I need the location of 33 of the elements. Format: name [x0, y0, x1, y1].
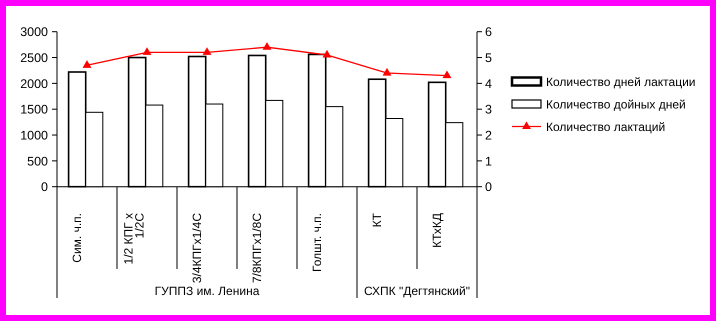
y-tick-label: 1000: [20, 128, 48, 143]
point: [442, 70, 452, 78]
y2-tick-label: 5: [485, 51, 492, 66]
y2-tick-label: 2: [485, 128, 492, 143]
legend-label: Количество дойных дней: [546, 98, 686, 112]
x-tick-label: Сим. ч.п.: [70, 213, 84, 263]
y-tick-label: 0: [41, 180, 48, 194]
y-tick-label: 2000: [20, 76, 48, 91]
text: СХПК "Дегтянский": [364, 284, 470, 298]
x-tick-label: Голшт. ч.п.: [310, 213, 324, 272]
point: [322, 50, 332, 58]
y2-tick-label: 1: [485, 154, 492, 168]
legend-label: Количество лактаций: [546, 120, 666, 134]
y2-tick-label: 6: [485, 25, 492, 40]
y2-tick-label: 0: [485, 180, 492, 194]
x-tick-label: КТ: [370, 212, 384, 228]
point: [262, 42, 272, 50]
point: [202, 47, 212, 55]
x-tick-label: 7/8КПГх1/8С: [250, 212, 264, 284]
point: [142, 47, 152, 55]
point: [82, 60, 92, 68]
point: [382, 68, 392, 76]
y2-tick-label: 3: [485, 102, 492, 117]
x-tick-label: КТхКД: [430, 213, 444, 248]
x-tick-label: 3/4КПГх1/4С: [190, 212, 204, 284]
y-tick-label: 3000: [20, 25, 48, 40]
x-tick-label: 1/2 КПГ х 1/2С: [122, 212, 146, 264]
y2-tick-label: 4: [485, 76, 492, 91]
legend-label: Количество дней лактации: [546, 75, 696, 89]
y-tick-label: 500: [27, 154, 48, 168]
text: ГУППЗ им. Ленина: [154, 284, 260, 298]
y-tick-label: 1500: [20, 102, 48, 117]
y-tick-label: 2500: [20, 51, 48, 66]
